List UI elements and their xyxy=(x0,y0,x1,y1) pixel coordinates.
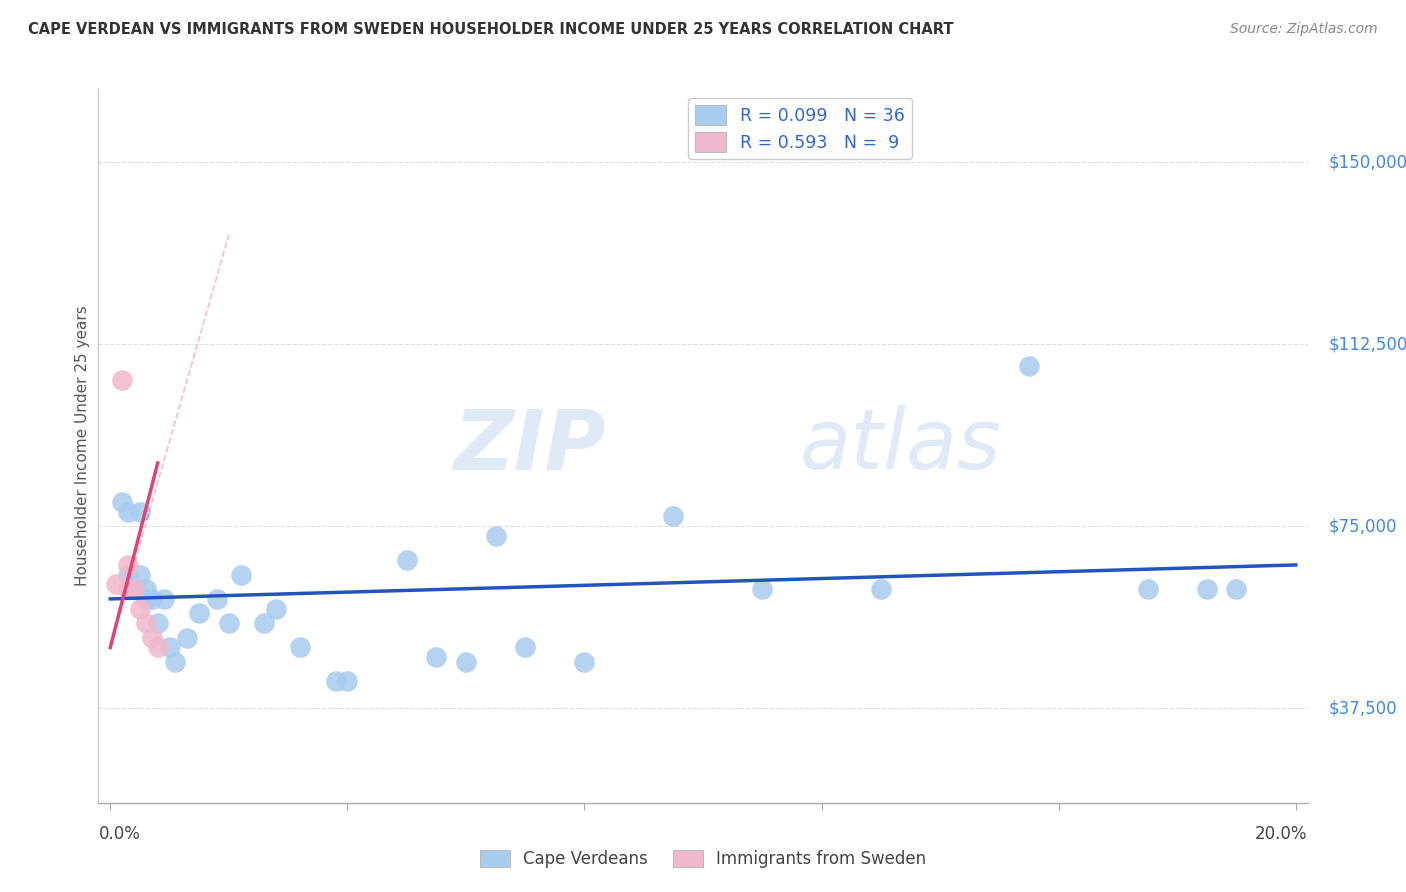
Point xyxy=(111,495,134,509)
Point xyxy=(129,601,152,615)
Point xyxy=(135,591,157,606)
Point xyxy=(751,582,773,597)
Point xyxy=(117,504,139,518)
Point xyxy=(111,374,134,388)
Point xyxy=(515,640,537,655)
Text: 0.0%: 0.0% xyxy=(98,825,141,843)
Point xyxy=(288,640,311,655)
Point xyxy=(188,607,211,621)
Point xyxy=(152,591,174,606)
Text: Source: ZipAtlas.com: Source: ZipAtlas.com xyxy=(1230,22,1378,37)
Text: $37,500: $37,500 xyxy=(1329,699,1398,717)
Point xyxy=(229,567,252,582)
Point xyxy=(395,553,418,567)
Point xyxy=(135,582,157,597)
Point xyxy=(218,616,240,631)
Point xyxy=(1195,582,1218,597)
Point xyxy=(869,582,891,597)
Text: 20.0%: 20.0% xyxy=(1256,825,1308,843)
Point xyxy=(122,582,145,597)
Point xyxy=(325,674,347,689)
Point xyxy=(159,640,181,655)
Point xyxy=(105,577,128,591)
Legend: Cape Verdeans, Immigrants from Sweden: Cape Verdeans, Immigrants from Sweden xyxy=(472,843,934,875)
Point xyxy=(117,558,139,572)
Point xyxy=(129,504,152,518)
Point xyxy=(146,616,169,631)
Point xyxy=(141,591,163,606)
Point xyxy=(264,601,287,615)
Point xyxy=(146,640,169,655)
Point xyxy=(1018,359,1040,373)
Point xyxy=(336,674,359,689)
Point xyxy=(454,655,477,669)
Point xyxy=(117,567,139,582)
Text: $150,000: $150,000 xyxy=(1329,153,1406,171)
Point xyxy=(117,582,139,597)
Text: ZIP: ZIP xyxy=(454,406,606,486)
Point xyxy=(425,650,447,665)
Point xyxy=(253,616,276,631)
Point xyxy=(129,567,152,582)
Point xyxy=(122,582,145,597)
Point xyxy=(205,591,228,606)
Text: atlas: atlas xyxy=(800,406,1001,486)
Point xyxy=(574,655,596,669)
Legend: R = 0.099   N = 36, R = 0.593   N =  9: R = 0.099 N = 36, R = 0.593 N = 9 xyxy=(688,98,912,159)
Point xyxy=(165,655,187,669)
Point xyxy=(1225,582,1247,597)
Text: CAPE VERDEAN VS IMMIGRANTS FROM SWEDEN HOUSEHOLDER INCOME UNDER 25 YEARS CORRELA: CAPE VERDEAN VS IMMIGRANTS FROM SWEDEN H… xyxy=(28,22,953,37)
Point xyxy=(135,616,157,631)
Point xyxy=(662,509,685,524)
Point xyxy=(141,631,163,645)
Text: $75,000: $75,000 xyxy=(1329,517,1398,535)
Point xyxy=(484,529,506,543)
Text: $112,500: $112,500 xyxy=(1329,335,1406,353)
Point xyxy=(176,631,198,645)
Y-axis label: Householder Income Under 25 years: Householder Income Under 25 years xyxy=(75,306,90,586)
Point xyxy=(1136,582,1159,597)
